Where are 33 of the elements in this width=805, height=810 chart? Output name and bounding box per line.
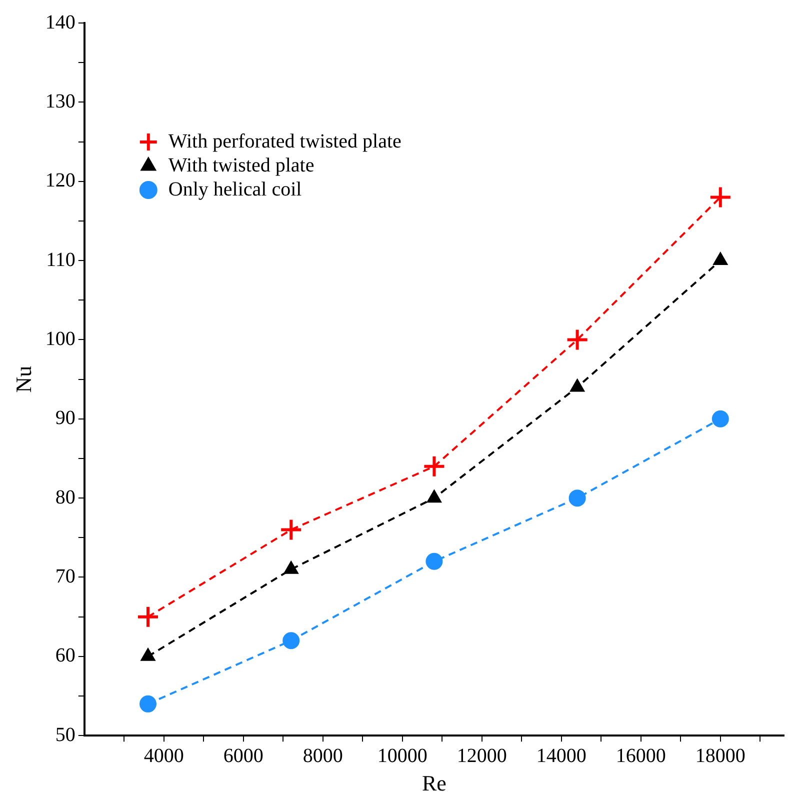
- x-tick-label: 14000: [536, 744, 586, 767]
- y-axis-title: Nu: [10, 366, 36, 393]
- y-tick-label: 70: [55, 565, 76, 588]
- x-tick-label: 8000: [302, 744, 343, 767]
- point: [426, 552, 443, 570]
- x-tick-label: 4000: [144, 744, 184, 767]
- point: [140, 695, 156, 712]
- x-tick-label: 18000: [695, 744, 746, 767]
- point: [280, 518, 303, 542]
- point: [282, 632, 300, 650]
- legend-label: Only helical coil: [168, 178, 302, 200]
- x-axis-title: Re: [422, 770, 446, 796]
- y-tick-label: 80: [55, 486, 76, 508]
- y-tick-label: 90: [55, 407, 76, 430]
- point: [136, 605, 160, 628]
- point: [708, 186, 732, 209]
- x-tick-label: 16000: [616, 744, 666, 767]
- point: [568, 490, 586, 507]
- point: [712, 410, 729, 428]
- y-tick-label: 60: [55, 644, 76, 667]
- y-tick-label: 120: [45, 170, 76, 192]
- point: [566, 328, 589, 352]
- point: [422, 454, 446, 478]
- x-tick-label: 10000: [377, 744, 428, 767]
- legend-label: With twisted plate: [168, 154, 314, 176]
- y-tick-label: 130: [45, 90, 76, 112]
- y-tick-label: 100: [45, 328, 76, 350]
- y-tick-label: 140: [45, 11, 76, 34]
- x-tick-label: 12000: [456, 744, 507, 767]
- y-tick-label: 50: [55, 724, 76, 746]
- legend-label: With perforated twisted plate: [168, 130, 402, 152]
- x-tick-label: 6000: [223, 744, 264, 767]
- y-tick-label: 110: [46, 248, 76, 271]
